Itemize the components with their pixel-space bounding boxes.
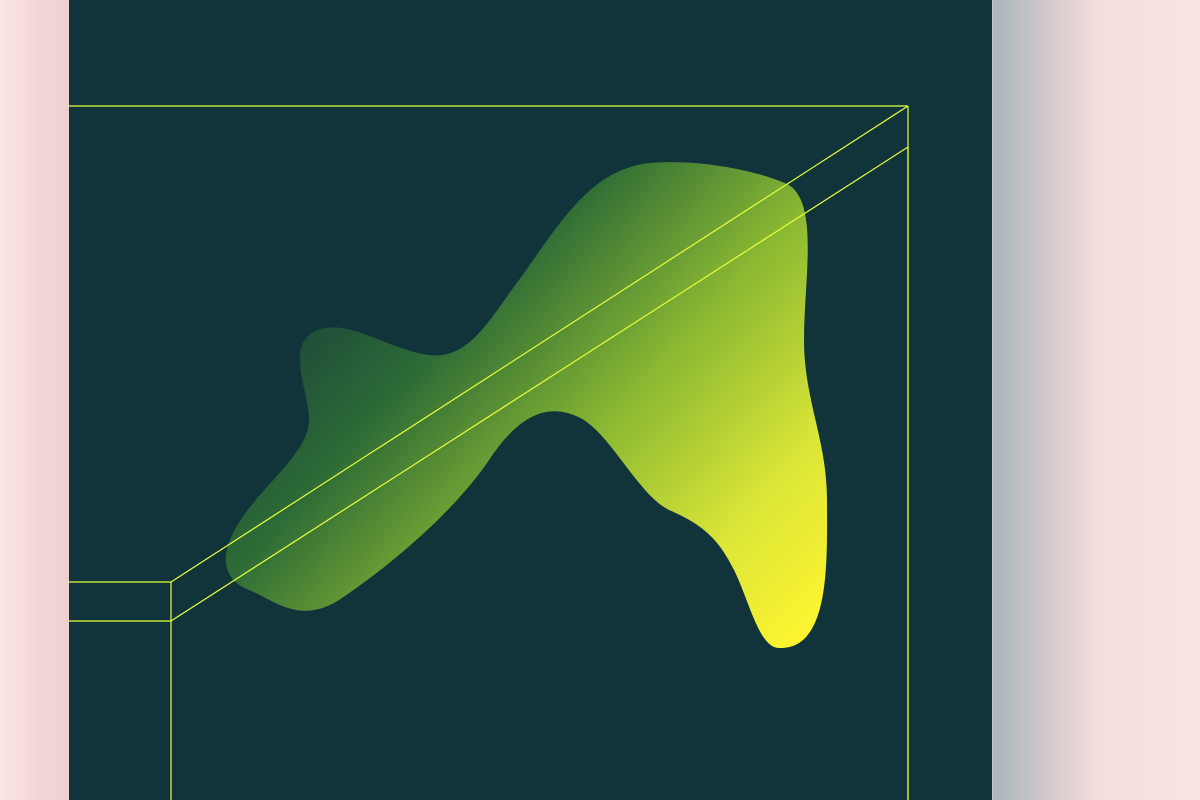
frame-diagonal-lower <box>170 146 909 622</box>
frame-diagonal-upper <box>170 105 909 583</box>
artwork-panel <box>69 0 992 800</box>
wireframe-box-outline <box>69 105 909 800</box>
artwork-canvas <box>69 105 909 800</box>
organic-blob-shape <box>225 162 828 649</box>
